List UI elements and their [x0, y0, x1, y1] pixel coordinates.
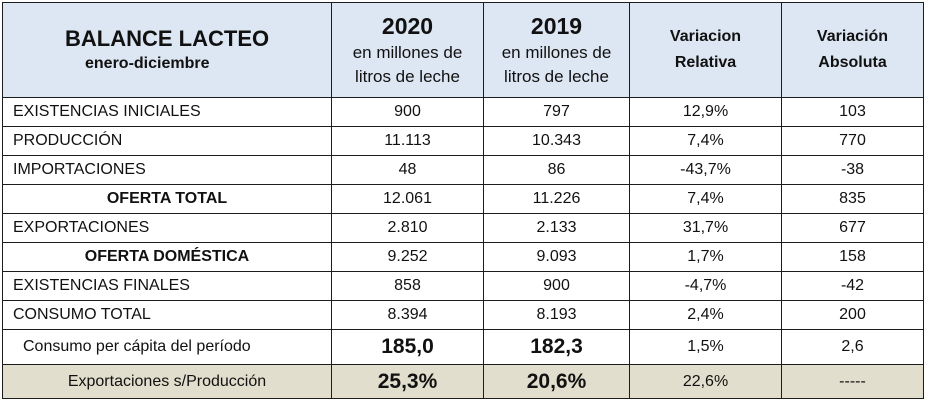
cell-2020: 48	[331, 155, 484, 185]
cell-2019: 182,3	[483, 329, 630, 365]
cell-var-absoluta: -38	[781, 155, 924, 185]
table-row: EXPORTACIONES 2.810 2.133 31,7% 677	[2, 213, 924, 243]
cell-2020: 8.394	[331, 300, 484, 330]
cell-2020: 2.810	[331, 213, 484, 243]
row-label: EXPORTACIONES	[2, 213, 332, 243]
table-row: OFERTA TOTAL 12.061 11.226 7,4% 835	[2, 184, 924, 214]
table-row: CONSUMO TOTAL 8.394 8.193 2,4% 200	[2, 300, 924, 330]
header-row: BALANCE LACTEO enero-diciembre 2020 en m…	[2, 2, 924, 98]
cell-var-absoluta: 835	[781, 184, 924, 214]
cell-var-relativa: 7,4%	[629, 126, 782, 156]
row-label: Exportaciones s/Producción	[2, 364, 332, 399]
cell-var-relativa: -4,7%	[629, 271, 782, 301]
cell-var-absoluta: -----	[781, 364, 924, 399]
col-2019-unit-line1: en millones de	[501, 43, 612, 62]
table-row: IMPORTACIONES 48 86 -43,7% -38	[2, 155, 924, 185]
table-title-cell: BALANCE LACTEO enero-diciembre	[2, 2, 332, 98]
col-header-var-absoluta: Variación Absoluta	[781, 2, 924, 98]
row-label: EXISTENCIAS INICIALES	[2, 97, 332, 127]
cell-2019: 20,6%	[483, 364, 630, 399]
cell-var-relativa: 1,7%	[629, 242, 782, 272]
cell-var-absoluta: 103	[781, 97, 924, 127]
cell-var-absoluta: 158	[781, 242, 924, 272]
cell-2020: 9.252	[331, 242, 484, 272]
cell-2020: 25,3%	[331, 364, 484, 399]
cell-2019: 900	[483, 271, 630, 301]
cell-var-relativa: 2,4%	[629, 300, 782, 330]
col-2020-unit-line2: litros de leche	[355, 67, 460, 86]
row-label: EXISTENCIAS FINALES	[2, 271, 332, 301]
col-2020-year: 2020	[381, 13, 434, 39]
cell-2019: 11.226	[483, 184, 630, 214]
table-row-per-capita: Consumo per cápita del período 185,0 182…	[2, 329, 924, 365]
cell-2020: 11.113	[331, 126, 484, 156]
cell-var-absoluta: 2,6	[781, 329, 924, 365]
cell-2019: 797	[483, 97, 630, 127]
cell-var-absoluta: 200	[781, 300, 924, 330]
cell-2019: 9.093	[483, 242, 630, 272]
row-label: CONSUMO TOTAL	[2, 300, 332, 330]
col-header-var-relativa: Variacion Relativa	[629, 2, 782, 98]
cell-2020: 858	[331, 271, 484, 301]
cell-var-absoluta: 770	[781, 126, 924, 156]
table-subtitle: enero-diciembre	[85, 55, 210, 72]
col-2020-unit-line1: en millones de	[352, 43, 463, 62]
table-row: OFERTA DOMÉSTICA 9.252 9.093 1,7% 158	[2, 242, 924, 272]
cell-2019: 2.133	[483, 213, 630, 243]
cell-var-relativa: 7,4%	[629, 184, 782, 214]
cell-2020: 900	[331, 97, 484, 127]
table-row: EXISTENCIAS INICIALES 900 797 12,9% 103	[2, 97, 924, 127]
var-abs-line1: Variación	[816, 28, 889, 45]
col-header-2019: 2019 en millones de litros de leche	[483, 2, 630, 98]
table-row: PRODUCCIÓN 11.113 10.343 7,4% 770	[2, 126, 924, 156]
cell-var-relativa: 22,6%	[629, 364, 782, 399]
cell-var-relativa: 12,9%	[629, 97, 782, 127]
col-2019-year: 2019	[530, 13, 583, 39]
row-label: PRODUCCIÓN	[2, 126, 332, 156]
cell-var-relativa: 1,5%	[629, 329, 782, 365]
cell-2020: 12.061	[331, 184, 484, 214]
var-rel-line2: Relativa	[674, 54, 737, 71]
cell-2019: 8.193	[483, 300, 630, 330]
var-abs-line2: Absoluta	[818, 54, 887, 71]
cell-2019: 10.343	[483, 126, 630, 156]
cell-var-absoluta: 677	[781, 213, 924, 243]
cell-2019: 86	[483, 155, 630, 185]
var-rel-line1: Variacion	[669, 28, 742, 45]
col-header-2020: 2020 en millones de litros de leche	[331, 2, 484, 98]
cell-var-absoluta: -42	[781, 271, 924, 301]
row-label: IMPORTACIONES	[2, 155, 332, 185]
table-row-exportaciones-produccion: Exportaciones s/Producción 25,3% 20,6% 2…	[2, 364, 924, 399]
table-title: BALANCE LACTEO	[65, 26, 270, 51]
row-label: Consumo per cápita del período	[2, 329, 332, 365]
col-2019-unit-line2: litros de leche	[504, 67, 609, 86]
table-row: EXISTENCIAS FINALES 858 900 -4,7% -42	[2, 271, 924, 301]
cell-var-relativa: -43,7%	[629, 155, 782, 185]
cell-2020: 185,0	[331, 329, 484, 365]
row-label: OFERTA DOMÉSTICA	[2, 242, 332, 272]
cell-var-relativa: 31,7%	[629, 213, 782, 243]
row-label: OFERTA TOTAL	[2, 184, 332, 214]
